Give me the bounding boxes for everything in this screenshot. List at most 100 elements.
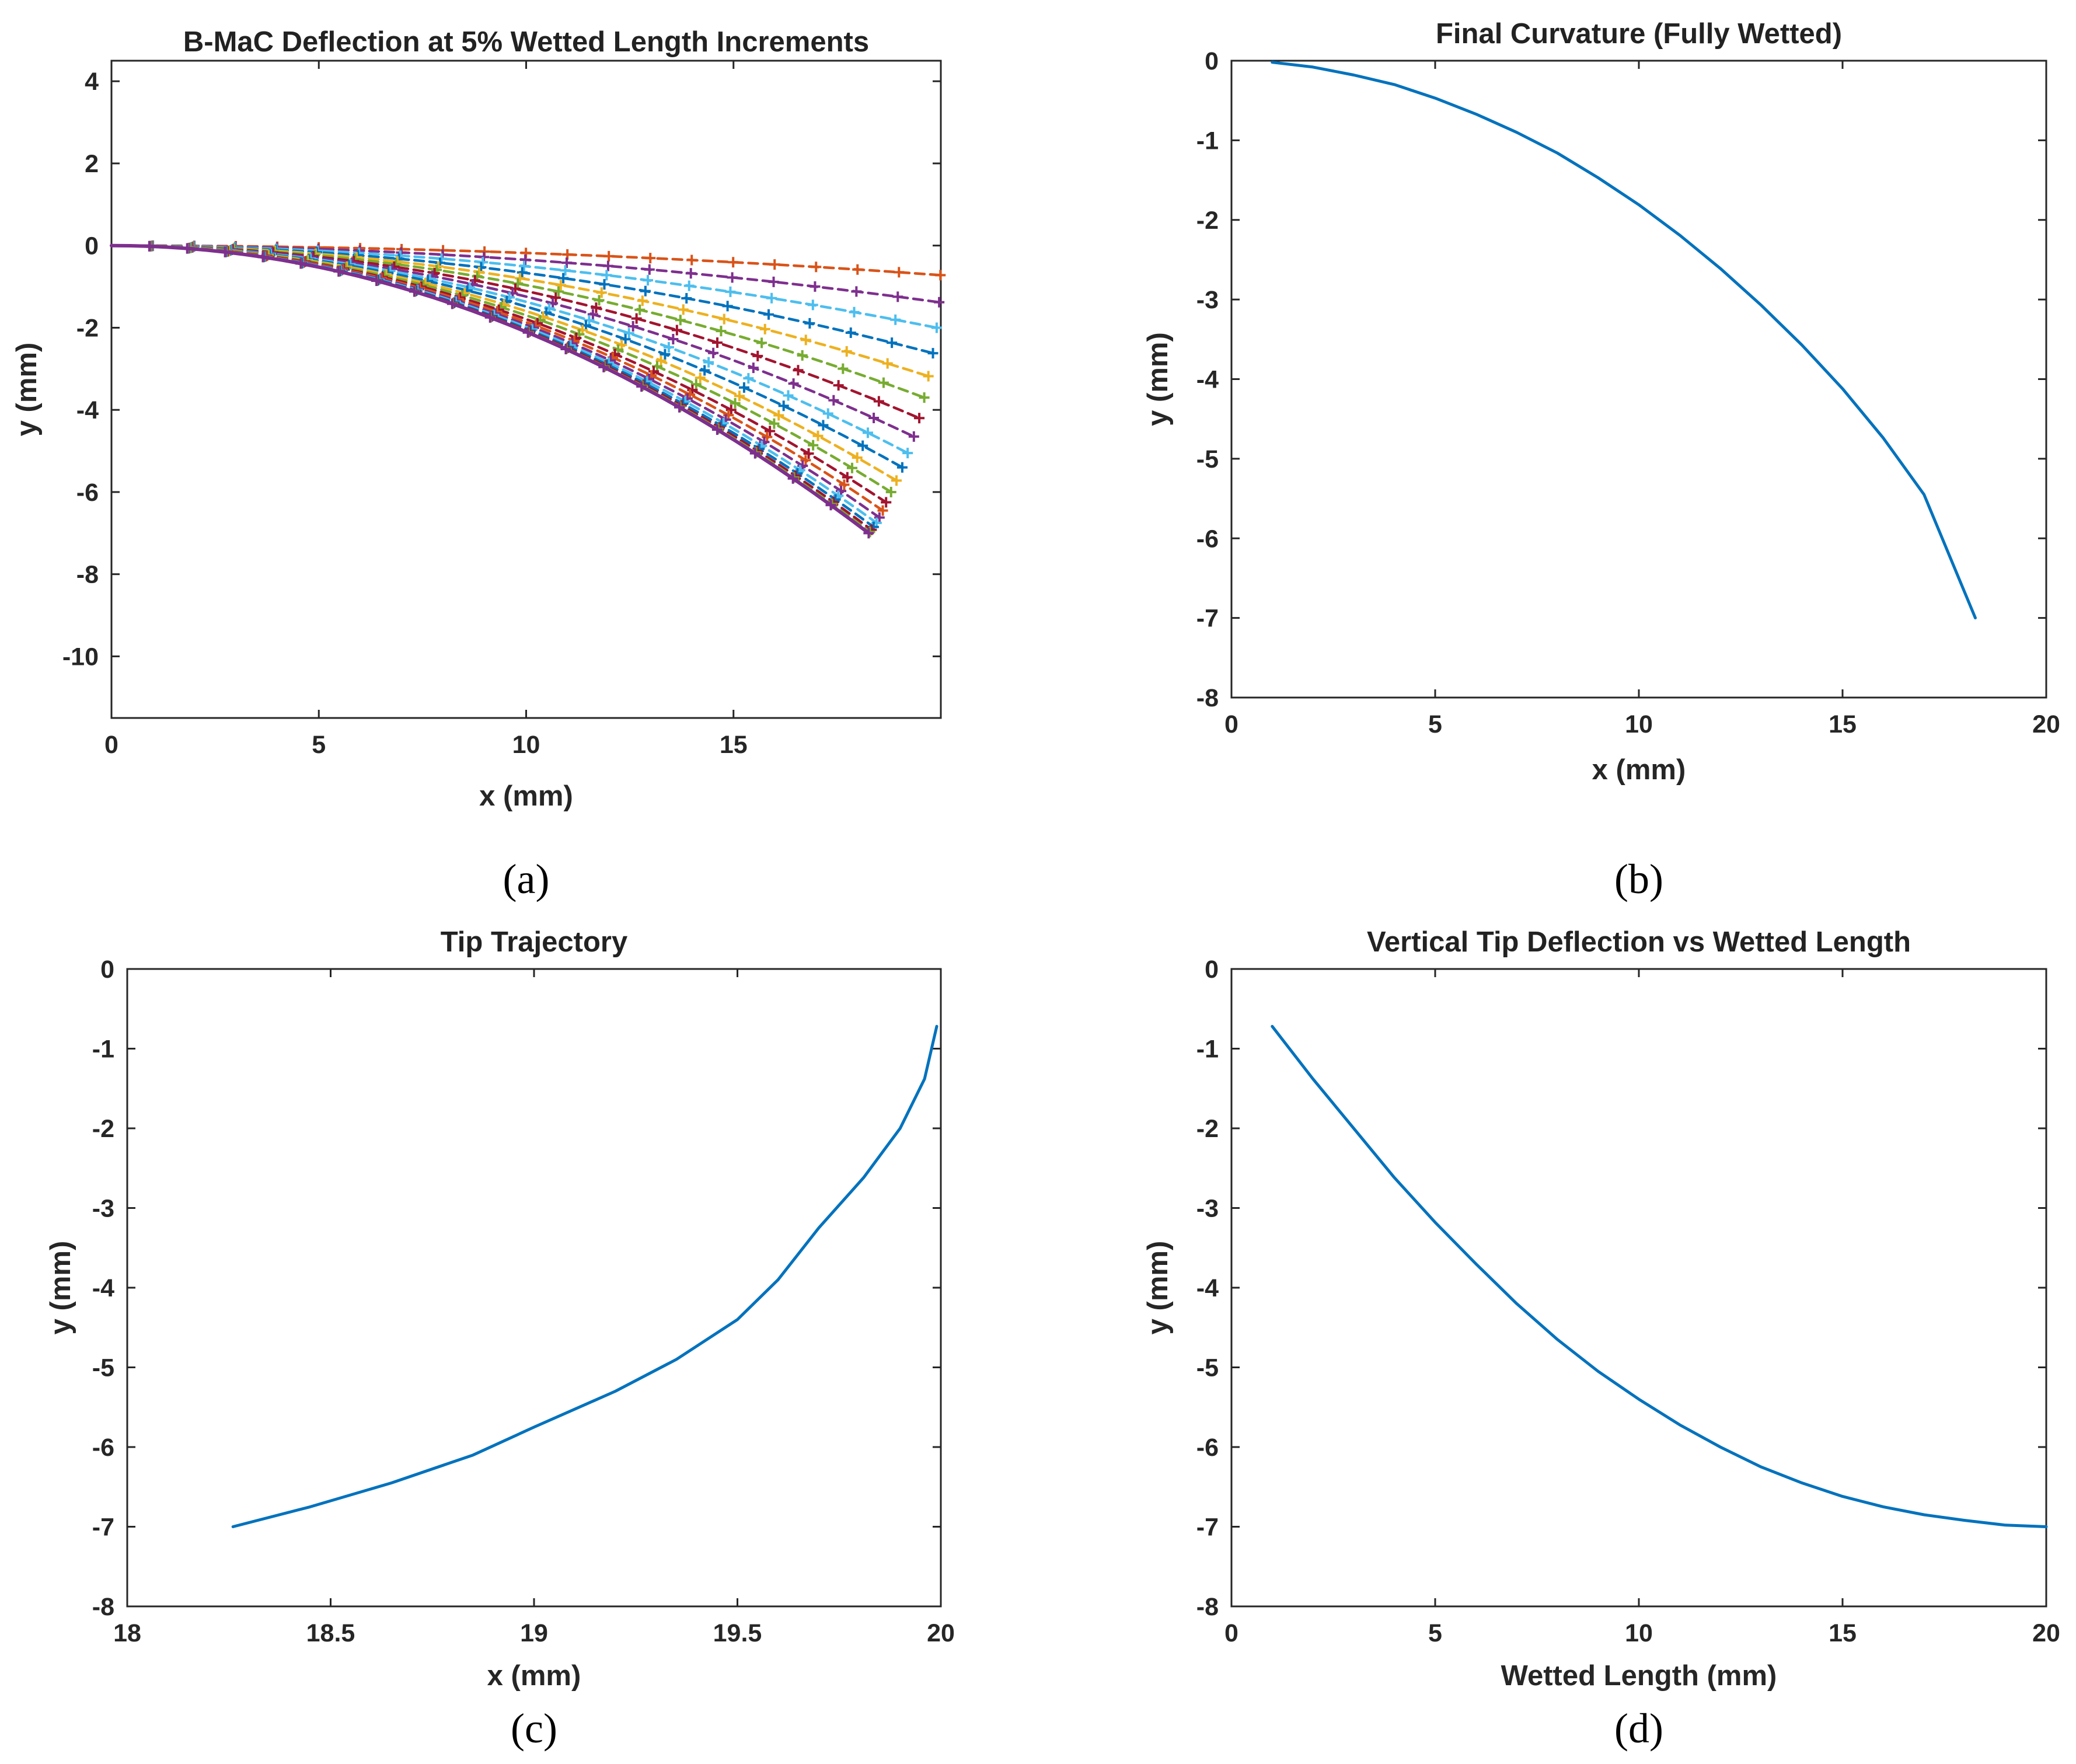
chart-a-marker	[759, 323, 770, 334]
chart-a-marker	[257, 252, 268, 263]
chart-a-marker	[812, 430, 824, 441]
chart-a-marker	[833, 380, 844, 391]
chart-a-marker	[598, 361, 609, 372]
chart-a-marker	[766, 292, 777, 304]
chart-d-xtick-label: 15	[1829, 1619, 1857, 1647]
chart-b-xtick-label: 15	[1829, 710, 1857, 738]
chart-b-title: Final Curvature (Fully Wetted)	[1436, 18, 1842, 50]
chart-a-marker	[550, 292, 561, 304]
chart-a-curve-50pct	[110, 244, 904, 469]
chart-a-ytick-label: -6	[76, 479, 99, 507]
chart-a-marker	[778, 400, 789, 412]
chart-b-xlabel: x (mm)	[1592, 754, 1686, 786]
chart-a-marker	[839, 479, 850, 490]
chart-a-marker	[822, 408, 833, 419]
chart-a-marker	[695, 372, 706, 384]
chart-a-marker	[756, 337, 767, 348]
chart-a-marker	[811, 262, 822, 273]
chart-c-ytick-label: -6	[92, 1434, 114, 1462]
chart-a-marker	[640, 285, 651, 297]
chart-d-xlabel: Wetted Length (mm)	[1501, 1660, 1777, 1692]
chart-a-marker	[718, 313, 730, 325]
chart-a-marker	[295, 258, 306, 269]
chart-a-marker	[863, 528, 874, 539]
chart-a-marker	[892, 291, 903, 302]
chart-a-marker	[919, 392, 930, 403]
chart-a-marker	[663, 341, 674, 353]
chart-d-ytick-label: -7	[1196, 1514, 1219, 1542]
chart-a-marker	[800, 334, 811, 346]
chart-c-ytick-label: -1	[92, 1036, 114, 1064]
chart-b-ytick-label: -8	[1196, 684, 1219, 712]
chart-b-ytick-label: -4	[1196, 366, 1219, 394]
chart-a-marker	[681, 293, 692, 304]
chart-a-marker	[711, 424, 723, 435]
chart-a-marker	[591, 302, 602, 313]
chart-a-marker	[409, 286, 420, 297]
chart-a-marker	[769, 259, 780, 270]
chart-a-marker	[793, 365, 804, 376]
chart-a-marker	[716, 326, 727, 337]
chart-a-marker	[712, 337, 723, 348]
chart-b-ytick-label: -2	[1196, 207, 1219, 235]
chart-a-marker	[890, 314, 901, 325]
chart-a-marker	[678, 304, 689, 315]
chart-a-marker	[914, 413, 925, 424]
chart-a-marker	[768, 276, 779, 287]
chart-a-marker	[512, 278, 524, 289]
chart-a-marker	[594, 295, 605, 306]
chart-d-ytick-label: -1	[1196, 1036, 1219, 1064]
chart-a-marker	[734, 391, 745, 402]
chart-d-xtick-label: 5	[1428, 1619, 1442, 1647]
chart-a-marker	[602, 260, 613, 271]
chart-a-marker	[881, 497, 892, 508]
chart-a-marker	[703, 357, 714, 368]
chart-a-marker	[660, 348, 671, 360]
chart-a-marker	[868, 413, 880, 424]
chart-c-ytick-label: -3	[92, 1195, 114, 1223]
chart-a-marker	[645, 253, 656, 264]
chart-a-marker	[634, 304, 646, 315]
chart-c-axes-box	[126, 968, 942, 1608]
chart-a-marker	[675, 315, 686, 326]
chart-c-title: Tip Trajectory	[441, 926, 627, 958]
chart-a-marker	[902, 448, 913, 459]
chart-a-marker	[927, 348, 938, 359]
chart-c-xlabel: x (mm)	[487, 1660, 581, 1692]
chart-a-marker	[219, 246, 231, 257]
chart-a-marker	[818, 420, 829, 431]
chart-a-marker	[623, 327, 634, 339]
chart-a-marker	[797, 350, 808, 361]
chart-a-marker	[627, 320, 638, 332]
chart-a-ytick-label: -10	[62, 643, 99, 671]
chart-a-marker	[788, 378, 799, 389]
chart-a-ytick-label: 0	[85, 232, 99, 260]
chart-a-marker	[603, 250, 615, 262]
chart-a-marker	[558, 273, 569, 284]
chart-a-curve-75pct	[110, 244, 881, 519]
chart-a-caption: (a)	[503, 856, 550, 902]
chart-a-curve-35pct	[110, 244, 921, 420]
chart-a-marker	[644, 264, 655, 275]
chart-a-xtick-label: 10	[512, 731, 540, 759]
chart-a-marker	[763, 309, 774, 320]
chart-c-ytick-label: -7	[92, 1514, 114, 1542]
chart-b-xtick-label: 5	[1428, 710, 1442, 738]
chart-c-series-line	[231, 1024, 938, 1528]
chart-a-marker	[894, 267, 905, 278]
chart-a-marker	[769, 418, 780, 429]
chart-a-marker	[773, 410, 784, 421]
chart-a-marker	[825, 500, 836, 511]
chart-a-xlabel: x (mm)	[479, 780, 573, 812]
chart-a-marker	[891, 475, 902, 486]
chart-b-ylabel: y (mm)	[1142, 332, 1174, 426]
chart-a-marker	[517, 267, 528, 278]
chart-c-caption: (c)	[511, 1705, 557, 1752]
chart-c-xtick-label: 19	[520, 1619, 548, 1647]
chart-a-marker	[553, 286, 564, 297]
chart-c-xtick-label: 18	[113, 1619, 141, 1647]
chart-b-ytick-label: -1	[1196, 127, 1219, 155]
chart-a-marker	[808, 440, 819, 451]
chart-a-marker	[636, 381, 647, 392]
chart-d-xtick-label: 10	[1625, 1619, 1653, 1647]
